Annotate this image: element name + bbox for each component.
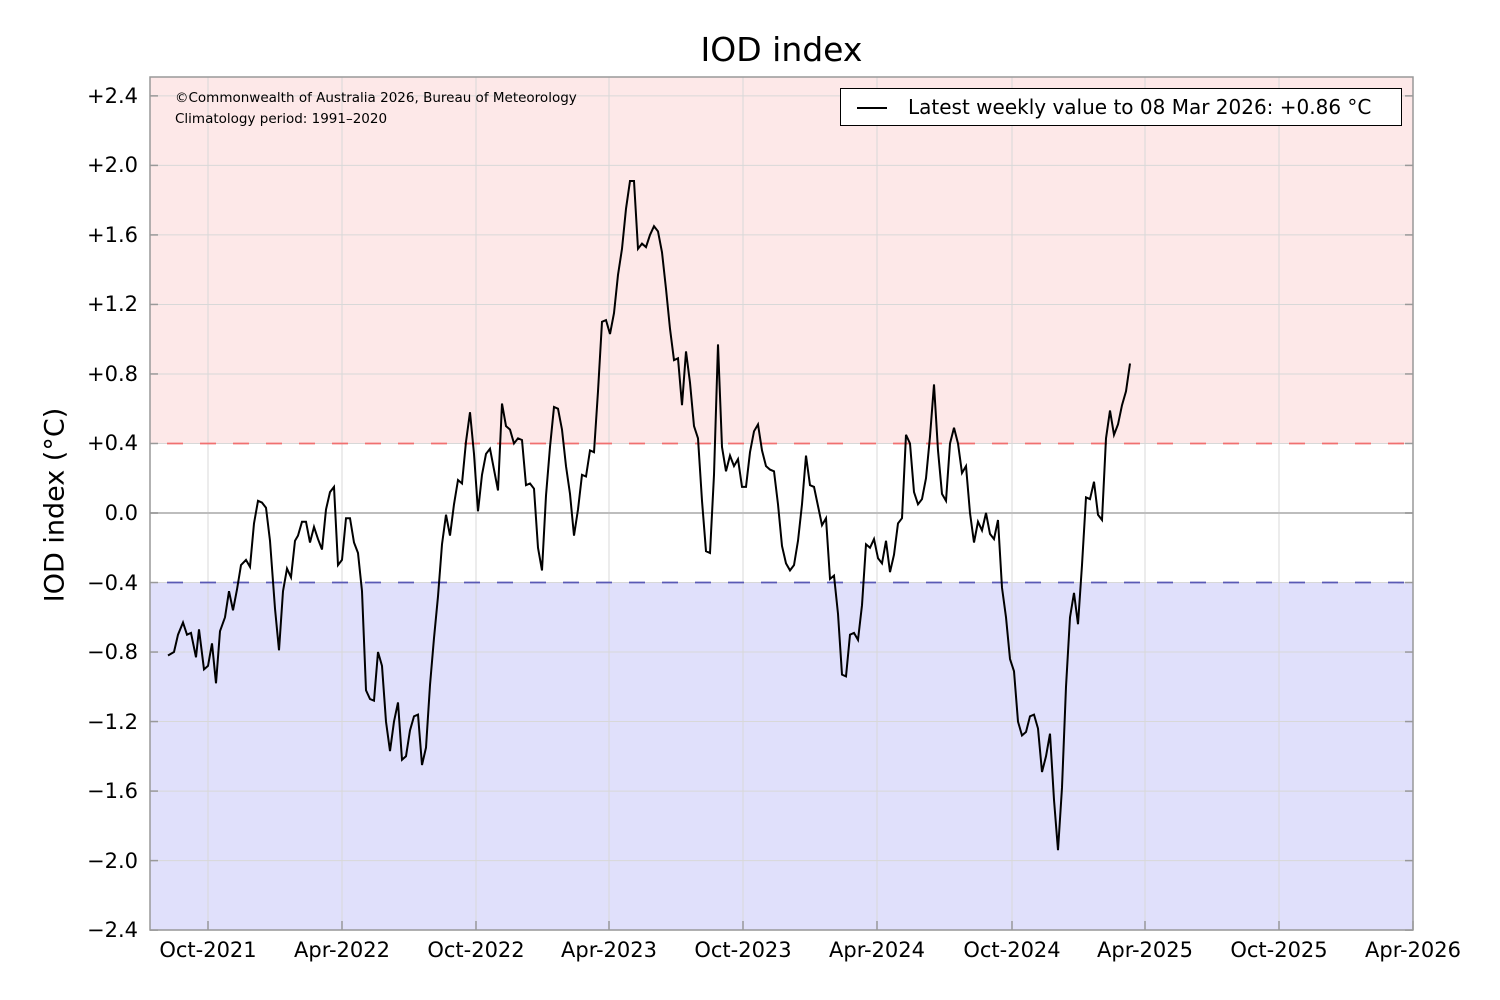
x-tick-label: Oct-2022 [427, 938, 525, 962]
y-tick-label: 0.0 [104, 501, 138, 525]
axis-ticks [150, 95, 1414, 931]
y-tick-label: +0.8 [87, 361, 138, 386]
plot-frame [149, 76, 1414, 931]
climatology-note: Climatology period: 1991–2020 [175, 111, 388, 127]
y-tick-label: −2.4 [87, 918, 138, 943]
x-tick-label: Apr-2025 [1096, 938, 1194, 962]
y-tick-label: +1.2 [87, 292, 138, 317]
y-tick-label: −0.8 [87, 640, 138, 665]
y-tick-label: +1.6 [87, 222, 138, 247]
legend: Latest weekly value to 08 Mar 2026: +0.8… [840, 88, 1402, 126]
copyright-note: ©Commonwealth of Australia 2026, Bureau … [175, 90, 577, 106]
x-tick-label: Oct-2025 [1230, 938, 1328, 962]
x-tick-label: Oct-2023 [694, 938, 792, 962]
y-tick-label: −1.6 [87, 779, 138, 804]
positive-iod-zone [150, 77, 1413, 444]
y-tick-label: +2.0 [87, 153, 138, 178]
y-tick-label: −1.2 [87, 709, 138, 734]
y-tick-label: +0.4 [87, 431, 138, 456]
x-tick-label: Apr-2023 [560, 938, 658, 962]
chart-title: IOD index [700, 30, 863, 69]
x-tick-label: Apr-2022 [293, 938, 391, 962]
x-tick-label: Apr-2024 [828, 938, 926, 962]
y-axis-label: IOD index (°C) [39, 407, 71, 603]
y-tick-label: −0.4 [87, 570, 138, 595]
y-tick-label: −2.0 [87, 848, 138, 873]
x-tick-label: Oct-2021 [159, 938, 257, 962]
y-tick-label: +2.4 [87, 83, 138, 108]
x-tick-label: Oct-2024 [963, 938, 1061, 962]
legend-label: Latest weekly value to 08 Mar 2026: +0.8… [908, 95, 1372, 119]
x-tick-label: Apr-2026 [1364, 938, 1462, 962]
negative-iod-zone [150, 582, 1413, 930]
legend-line-swatch [857, 107, 887, 109]
iod-index-line [167, 180, 1131, 851]
